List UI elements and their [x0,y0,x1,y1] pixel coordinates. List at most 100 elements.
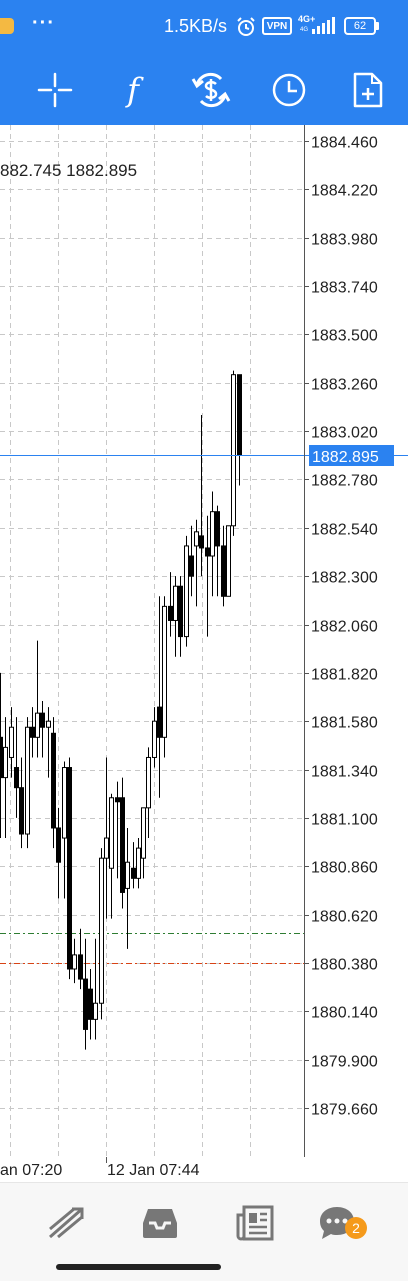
chart-toolbar: f [0,55,408,125]
price-chart-svg[interactable]: 1884.460 1884.220 1883.980 1883.740 1883.500… [0,125,408,1182]
candle-body [184,545,189,638]
candle [210,491,215,597]
function-icon: f [127,71,139,109]
candle [67,757,72,980]
candle [14,717,19,818]
candle-body [46,720,51,728]
timeframe-button[interactable] [259,55,319,125]
candle-body [0,736,3,779]
indicators-button[interactable]: f [103,55,163,125]
price-label: 1883.260 [311,377,378,394]
vpn-label: VPN [266,20,288,32]
candle-body [99,857,104,1004]
candle-body [62,767,67,839]
candle [215,505,220,597]
candle-body [35,712,40,738]
candle [25,717,30,849]
price-label: 1883.020 [311,425,378,442]
candle [194,519,199,607]
candle-body [173,585,178,621]
candle [99,848,104,1020]
candle [56,807,61,899]
nav-news[interactable] [225,1193,285,1253]
nav-chat[interactable]: 2 [307,1193,367,1253]
candle [115,781,120,879]
candle-body [226,525,231,597]
candle [231,370,236,536]
candle-body [199,535,204,549]
current-price-label: 1882.895 [312,449,379,466]
price-label: 1881.100 [311,812,378,829]
candle-body [51,732,56,829]
candle [51,717,56,849]
crosshair-icon [37,72,73,108]
nav-trade[interactable] [36,1193,96,1253]
candle-body [141,807,146,859]
current-price-badge [309,445,394,466]
new-order-button[interactable] [338,55,398,125]
ohlc-readout: 882.745 1882.895 [0,161,137,180]
candle [120,777,125,909]
price-label: 1882.300 [311,570,378,587]
candle-body [205,547,210,557]
candle [173,576,178,657]
battery-level: 62 [353,20,367,32]
home-indicator [56,1264,221,1270]
candle-body [40,712,45,728]
candle-body [88,988,93,1020]
price-label: 1881.580 [311,715,378,732]
candle-body [9,726,14,758]
price-label: 1880.860 [311,860,378,877]
candle-body [109,797,114,869]
candle [221,525,226,607]
candle [162,596,167,758]
currency-exchange-icon [191,72,231,108]
candle [19,757,24,849]
candle-body [120,797,125,893]
price-label: 1880.380 [311,957,378,974]
candle-body [162,605,167,738]
candle-body [168,605,173,621]
candle [205,515,210,637]
candle [78,928,83,990]
candle-body [194,531,199,547]
chat-badge: 2 [345,1217,367,1239]
candle [125,827,130,949]
candle [9,707,14,778]
candle [141,807,146,879]
price-chart[interactable]: 1884.460 1884.220 1883.980 1883.740 1883.500… [0,125,408,1182]
clock-icon [272,73,306,107]
candle-body [67,767,72,970]
candle-body [78,954,83,980]
candle [46,707,51,778]
vpn-badge: VPN [262,17,292,35]
price-label: 1882.060 [311,619,378,636]
candle-body [25,726,30,835]
candle-body [14,767,19,789]
candle-body [221,545,226,597]
candle [30,707,35,758]
candle [93,938,98,1040]
candle [152,707,157,768]
more-dots: ··· [32,12,55,34]
candle-body [152,720,157,758]
candle [40,701,45,758]
add-document-icon [353,72,383,108]
price-label: 1881.820 [311,667,378,684]
candle [146,747,151,839]
candle [168,572,173,637]
price-label: 1880.620 [311,909,378,926]
crosshair-button[interactable] [25,55,85,125]
price-label: 1879.660 [311,1102,378,1119]
symbol-button[interactable] [181,55,241,125]
app-badge [0,18,14,34]
price-label: 1882.540 [311,522,378,539]
news-icon [236,1205,274,1241]
candle-body [131,867,136,879]
candle [178,576,183,657]
alarm-icon [237,17,255,36]
nav-inbox[interactable] [130,1193,190,1253]
candle-body [157,706,162,738]
candle [88,968,93,1040]
candle-body [146,756,151,809]
